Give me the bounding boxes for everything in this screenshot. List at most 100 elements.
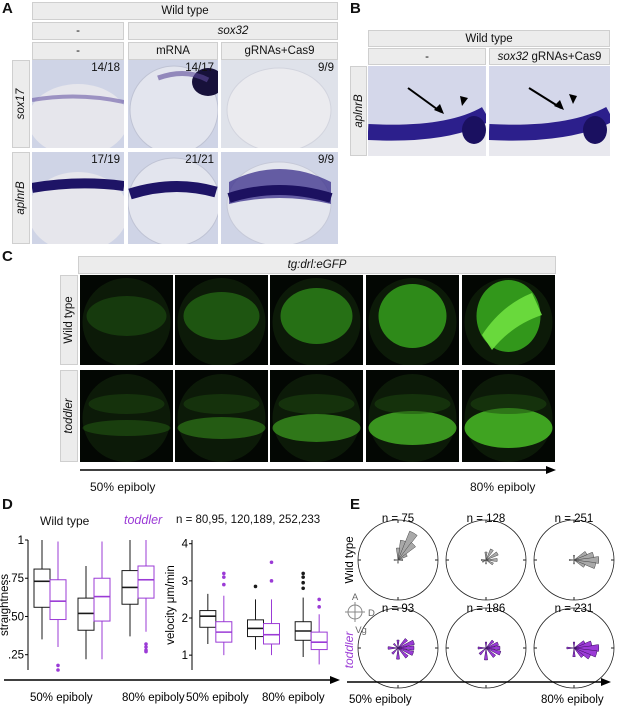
rose-petal <box>396 639 400 649</box>
gfp-frame-drawing <box>272 278 361 365</box>
panel-d-letter: D <box>2 496 13 513</box>
panel-d-legend-wild-type: Wild type <box>40 514 90 528</box>
rose-n-label: n = 186 <box>467 603 506 615</box>
gfp-frame-drawing <box>464 278 553 365</box>
outlier-point <box>301 586 305 591</box>
gfp-signal <box>280 288 353 344</box>
timeline-label: 80% epiboly <box>122 692 185 704</box>
panel-c-row2-label: toddler <box>60 370 78 462</box>
rose-petal <box>485 551 499 561</box>
panel-a-row1-label: sox17 <box>12 60 30 148</box>
gfp-frame-drawing <box>368 278 457 365</box>
outlier-point <box>222 571 226 576</box>
rose-petal <box>484 641 488 649</box>
aplnrb-grna-embryo-image: 9/9 <box>221 152 338 244</box>
y-axis-label: velocity μm/min <box>165 565 177 644</box>
box <box>137 565 155 599</box>
rose-petal <box>573 647 584 658</box>
outlier-point <box>56 668 60 672</box>
gfp-band <box>272 414 361 442</box>
embryo-drawing <box>128 157 218 244</box>
compass-label: D <box>368 608 375 619</box>
panel-c-axis-end: 80% epiboly <box>470 480 536 494</box>
gfp-background <box>470 394 547 414</box>
gfp-background <box>88 394 165 414</box>
y-tick-label: 1 <box>182 650 188 662</box>
rose-petal <box>485 639 495 649</box>
y-tick-label: .50 <box>8 611 24 623</box>
timeline-arrowhead <box>601 678 611 686</box>
gfp-frame-wt-1 <box>80 275 173 365</box>
embryo-drawing <box>32 172 124 244</box>
rose-petal <box>397 647 409 659</box>
rose-petal <box>397 645 415 651</box>
rose-n-label: n = 231 <box>555 603 594 615</box>
rose-petal <box>485 559 487 565</box>
y-tick-label: 4 <box>182 539 189 551</box>
rose-petal <box>478 647 487 656</box>
timeline-label: 50% epiboly <box>349 694 412 706</box>
panel-e-row1-label: Wild type <box>345 536 356 583</box>
rose-petal <box>485 641 499 649</box>
panel-c-axis-start: 50% epiboly <box>90 480 156 494</box>
outlier-point <box>144 642 148 646</box>
rose-n-label: n = 251 <box>555 513 594 525</box>
embryo-drawing <box>226 161 333 244</box>
gfp-frame-drawing <box>177 374 266 462</box>
panel-b-sub-header: sox32 gRNAs+Cas9 <box>489 48 610 65</box>
gfp-frame-td-4 <box>366 370 459 462</box>
outlier-point <box>222 582 226 587</box>
panel-a-top-header: Wild type <box>32 2 338 20</box>
gfp-frame-td-1 <box>80 370 173 462</box>
gfp-frame-drawing <box>368 374 457 462</box>
aplnrb-control-embryo-image: 17/19 <box>32 152 124 244</box>
box <box>33 568 51 608</box>
rose-petal <box>573 647 592 660</box>
rose-petal <box>397 647 414 656</box>
panel-c-header: tg:drl:eGFP <box>78 256 556 274</box>
embryo-outline <box>177 278 266 365</box>
box <box>49 579 67 621</box>
rose-petal <box>391 647 399 655</box>
gfp-frame-wt-2 <box>175 275 268 365</box>
gfp-frame-td-3 <box>270 370 363 462</box>
panel-c-letter: C <box>2 248 13 265</box>
closeup-drawing <box>489 66 610 156</box>
sox17-control-embryo-image: 14/18 <box>32 60 124 148</box>
aplnrb-mrna-embryo-image: 21/21 <box>128 152 218 244</box>
outlier-point <box>301 571 305 576</box>
count-label: 17/19 <box>91 154 120 166</box>
rose-petal <box>484 551 488 561</box>
rose-petal <box>485 645 501 651</box>
count-label: 9/9 <box>318 62 334 74</box>
rose-petal <box>393 559 399 561</box>
rose-petal <box>396 647 400 660</box>
rose-petal <box>485 647 502 656</box>
rose-petal <box>566 646 575 650</box>
gfp-frame-wt-5 <box>462 275 555 365</box>
panel-c-timeline <box>80 466 556 474</box>
panel-e-letter: E <box>350 496 361 513</box>
gfp-signal <box>183 292 260 340</box>
gfp-signal-bright <box>482 293 542 350</box>
rose-petal <box>573 640 586 649</box>
gfp-band <box>177 417 266 439</box>
rose-petal <box>573 644 600 652</box>
closeup-drawing <box>368 66 486 156</box>
outlier-point <box>222 575 226 579</box>
outlier-point <box>301 580 305 585</box>
panel-b-top-header: Wild type <box>368 30 610 47</box>
timeline-label: 80% epiboly <box>541 694 604 706</box>
rose-petal <box>397 559 404 561</box>
rose-petal <box>573 559 586 568</box>
timeline-arrowhead <box>546 466 556 474</box>
panel-a-row2-label: aplnrB <box>12 152 30 244</box>
box <box>93 577 111 622</box>
timeline-arrowhead <box>330 676 340 684</box>
panel-a-letter: A <box>2 0 13 17</box>
rose-petal <box>485 647 496 658</box>
panel-d-legend-toddler: toddler <box>124 513 163 527</box>
rose-petal <box>397 553 408 561</box>
y-tick-label: 3 <box>182 576 188 588</box>
outlier-point <box>317 605 321 609</box>
